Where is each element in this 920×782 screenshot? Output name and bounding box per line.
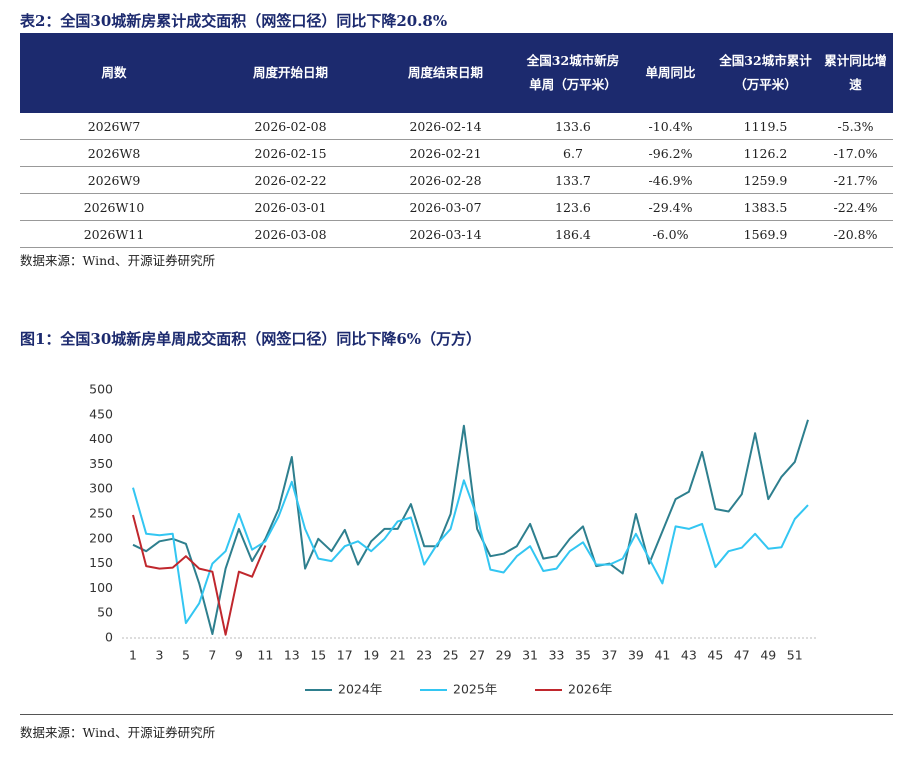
table-cell: 6.7 bbox=[518, 139, 628, 167]
x-tick-label: 3 bbox=[155, 648, 163, 663]
table-cell: 2026-02-15 bbox=[208, 139, 373, 167]
x-tick-label: 51 bbox=[787, 648, 803, 663]
x-tick-label: 33 bbox=[549, 648, 565, 663]
x-tick-label: 17 bbox=[337, 648, 353, 663]
table-row: 2026W9 2026-02-22 2026-02-28 133.7 -46.9% 125… bbox=[20, 166, 893, 194]
y-tick-label: 450 bbox=[89, 406, 113, 421]
x-tick-label: 15 bbox=[310, 648, 326, 663]
table-header: 周数 bbox=[20, 33, 208, 113]
table-cell: 1259.9 bbox=[713, 166, 818, 194]
x-tick-label: 35 bbox=[575, 648, 591, 663]
table-cell: 2026-02-21 bbox=[373, 139, 518, 167]
table-cell: 2026-03-08 bbox=[208, 220, 373, 248]
x-tick-label: 49 bbox=[760, 648, 776, 663]
table-row: 2026W10 2026-03-01 2026-03-07 123.6 -29.4% 13… bbox=[20, 193, 893, 221]
x-tick-label: 47 bbox=[734, 648, 750, 663]
table-cell: 133.6 bbox=[518, 113, 628, 140]
table-cell: 2026W7 bbox=[20, 113, 208, 140]
y-tick-label: 200 bbox=[89, 530, 113, 545]
x-tick-label: 23 bbox=[416, 648, 432, 663]
table-header: 累计同比增速 bbox=[818, 33, 893, 113]
table-cell: -6.0% bbox=[628, 220, 713, 248]
y-tick-label: 100 bbox=[89, 580, 113, 595]
table-cell: -46.9% bbox=[628, 166, 713, 194]
y-tick-label: 400 bbox=[89, 431, 113, 446]
table-cell: -96.2% bbox=[628, 139, 713, 167]
table-header: 周度开始日期 bbox=[208, 33, 373, 113]
x-tick-label: 13 bbox=[284, 648, 300, 663]
y-tick-label: 350 bbox=[89, 456, 113, 471]
table-cell: 123.6 bbox=[518, 193, 628, 221]
x-tick-label: 37 bbox=[602, 648, 618, 663]
legend-label: 2025年 bbox=[453, 682, 497, 697]
table-header: 全国32城市累计（万平米） bbox=[713, 33, 818, 113]
chart-source: 数据来源：Wind、开源证券研究所 bbox=[20, 725, 216, 740]
x-tick-label: 29 bbox=[496, 648, 512, 663]
x-tick-label: 5 bbox=[182, 648, 190, 663]
chart-title: 图1：全国30城新房单周成交面积（网签口径）同比下降6%（万方） bbox=[20, 330, 482, 348]
y-tick-label: 50 bbox=[97, 605, 113, 620]
table-cell: 2026W10 bbox=[20, 193, 208, 221]
table-cell: -17.0% bbox=[818, 139, 893, 167]
table-cell: 2026W11 bbox=[20, 220, 208, 248]
table-cell: 1383.5 bbox=[713, 193, 818, 221]
table-cell: 1126.2 bbox=[713, 139, 818, 167]
table-cell: -5.3% bbox=[818, 113, 893, 140]
legend-label: 2024年 bbox=[338, 682, 382, 697]
x-tick-label: 41 bbox=[654, 648, 670, 663]
x-tick-label: 25 bbox=[443, 648, 459, 663]
table-cell: -22.4% bbox=[818, 193, 893, 221]
table-cell: 2026-02-28 bbox=[373, 166, 518, 194]
table-cell: 133.7 bbox=[518, 166, 628, 194]
y-tick-label: 500 bbox=[89, 382, 113, 397]
table-source: 数据来源：Wind、开源证券研究所 bbox=[20, 253, 216, 268]
table-cell: -21.7% bbox=[818, 166, 893, 194]
table-cell: 2026-02-22 bbox=[208, 166, 373, 194]
rule bbox=[20, 714, 893, 715]
table-header: 单周同比 bbox=[628, 33, 713, 113]
table-header: 周度结束日期 bbox=[373, 33, 518, 113]
table-cell: 2026-03-07 bbox=[373, 193, 518, 221]
x-tick-label: 31 bbox=[522, 648, 538, 663]
table-cell: 186.4 bbox=[518, 220, 628, 248]
table-cell: -10.4% bbox=[628, 113, 713, 140]
table-row: 2026W11 2026-03-08 2026-03-14 186.4 -6.0% 156… bbox=[20, 220, 893, 248]
x-tick-label: 45 bbox=[707, 648, 723, 663]
series-line bbox=[132, 419, 809, 635]
x-tick-label: 1 bbox=[129, 648, 137, 663]
legend-label: 2026年 bbox=[568, 682, 612, 697]
x-tick-label: 27 bbox=[469, 648, 485, 663]
table-cell: -29.4% bbox=[628, 193, 713, 221]
table-cell: 2026-02-14 bbox=[373, 113, 518, 140]
table-cell: 1569.9 bbox=[713, 220, 818, 248]
x-tick-label: 43 bbox=[681, 648, 697, 663]
y-tick-label: 300 bbox=[89, 481, 113, 496]
table-header: 全国32城市新房单周（万平米） bbox=[518, 33, 628, 113]
x-tick-label: 11 bbox=[257, 648, 273, 663]
table-row: 2026W8 2026-02-15 2026-02-21 6.7 -96.2% 1126.… bbox=[20, 139, 893, 167]
table-cell: 2026-02-08 bbox=[208, 113, 373, 140]
y-tick-label: 0 bbox=[105, 630, 113, 645]
table-cell: 1119.5 bbox=[713, 113, 818, 140]
series-line bbox=[132, 479, 809, 625]
x-tick-label: 19 bbox=[363, 648, 379, 663]
table-cell: 2026-03-01 bbox=[208, 193, 373, 221]
table-cell: 2026W9 bbox=[20, 166, 208, 194]
y-tick-label: 150 bbox=[89, 555, 113, 570]
x-tick-label: 39 bbox=[628, 648, 644, 663]
table-cell: -20.8% bbox=[818, 220, 893, 248]
x-tick-label: 21 bbox=[390, 648, 406, 663]
table-cell: 2026W8 bbox=[20, 139, 208, 167]
table-row: 2026W7 2026-02-08 2026-02-14 133.6 -10.4% 111… bbox=[20, 113, 893, 140]
data-table: 周数 周度开始日期 周度结束日期 全国32城市新房单周（万平米） 单周同比 全国32城市累… bbox=[20, 33, 893, 248]
table-title: 表2：全国30城新房累计成交面积（网签口径）同比下降20.8% bbox=[20, 12, 448, 30]
table-cell: 2026-03-14 bbox=[373, 220, 518, 248]
x-tick-label: 7 bbox=[208, 648, 216, 663]
y-tick-label: 250 bbox=[89, 506, 113, 521]
x-tick-label: 9 bbox=[235, 648, 243, 663]
series-line bbox=[132, 514, 267, 636]
